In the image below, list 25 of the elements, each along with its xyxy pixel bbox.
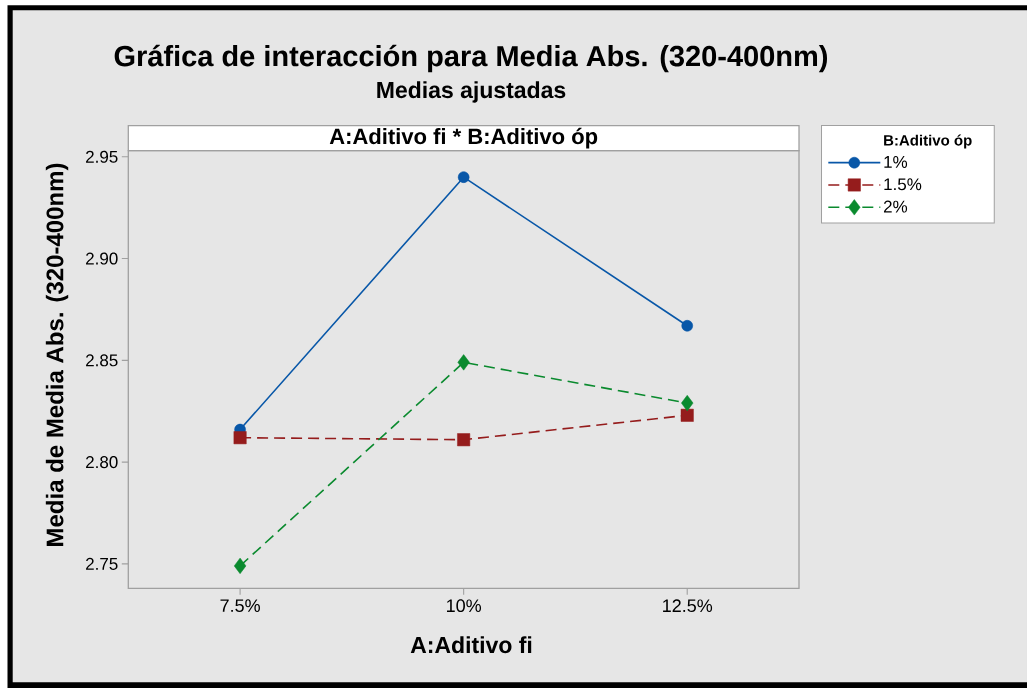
y-tick-label: 2.80 — [86, 456, 118, 469]
legend-title: B:Aditivo óp — [884, 134, 972, 149]
point — [457, 433, 471, 447]
point — [457, 171, 470, 183]
legend-label: 2% — [883, 200, 908, 213]
y-tick-label: 2.95 — [86, 150, 118, 163]
chart-subtitle: Medias ajustadas — [377, 81, 566, 103]
y-tick-label: 2.75 — [86, 557, 118, 570]
x-tick-label: 10% — [447, 599, 482, 613]
y-tick-label: 2.90 — [86, 252, 118, 265]
point — [681, 319, 693, 332]
text: A:Aditivo fi * B:Aditivo óp — [329, 127, 598, 149]
x-tick-label: 12.5% — [663, 599, 713, 613]
legend-label: 1% — [884, 156, 908, 168]
y-tick-label: 2.85 — [86, 354, 118, 367]
point — [457, 354, 470, 371]
point — [681, 395, 694, 412]
point — [233, 431, 247, 445]
x-tick-label: 7.5% — [220, 599, 260, 612]
point — [233, 557, 247, 574]
point — [680, 408, 694, 422]
chart-title: Gráfica de interacción para Media Abs. (320-400nm) — [114, 44, 828, 73]
y-axis-title: Media de Media Abs. (320-400nm) — [45, 163, 69, 546]
x-axis-title: A:Aditivo fi — [410, 636, 532, 654]
legend-label: 1.5% — [884, 178, 922, 191]
